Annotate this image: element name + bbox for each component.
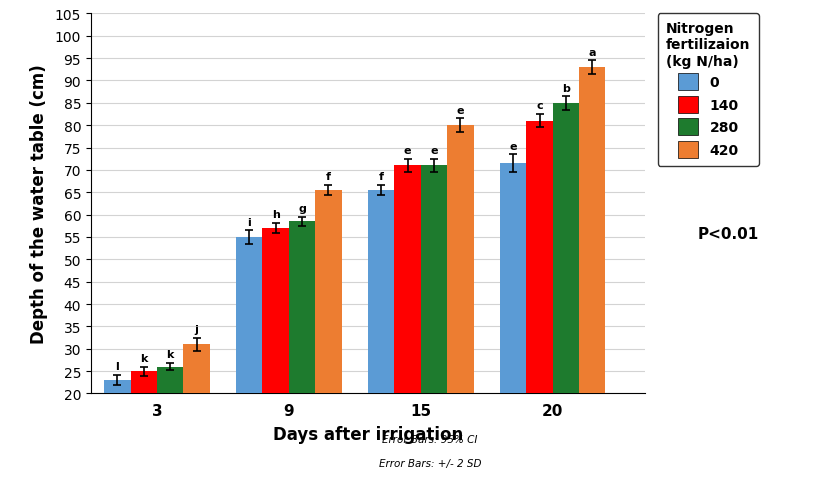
Text: Error Bars: +/- 2 SD: Error Bars: +/- 2 SD — [379, 457, 481, 468]
Bar — [447, 126, 474, 394]
Y-axis label: Depth of the water table (cm): Depth of the water table (cm) — [30, 64, 48, 344]
Text: f: f — [379, 172, 384, 182]
Text: e: e — [457, 106, 464, 116]
Bar — [157, 367, 184, 394]
Text: k: k — [140, 353, 147, 363]
Text: l: l — [116, 361, 119, 372]
Text: a: a — [589, 48, 596, 58]
Text: f: f — [326, 172, 331, 182]
Bar — [184, 345, 210, 394]
Text: b: b — [562, 84, 570, 94]
Bar — [289, 222, 315, 394]
Bar — [394, 166, 421, 394]
Legend: 0, 140, 280, 420: 0, 140, 280, 420 — [657, 14, 758, 167]
Text: e: e — [509, 142, 517, 151]
Text: e: e — [430, 146, 437, 156]
Bar — [579, 68, 605, 394]
Bar — [104, 380, 131, 394]
Bar — [131, 372, 157, 394]
Text: Error Bars: 95% CI: Error Bars: 95% CI — [382, 433, 478, 444]
Text: e: e — [404, 146, 411, 156]
Text: j: j — [194, 324, 198, 334]
Bar — [421, 166, 447, 394]
Bar — [236, 238, 262, 394]
Text: P<0.01: P<0.01 — [697, 227, 759, 242]
Bar — [500, 164, 526, 394]
Bar — [526, 121, 552, 394]
Bar — [368, 191, 394, 394]
Bar — [315, 191, 342, 394]
Text: h: h — [272, 210, 280, 220]
Text: k: k — [166, 350, 174, 360]
Bar — [552, 104, 579, 394]
X-axis label: Days after irrigation: Days after irrigation — [273, 425, 463, 443]
Bar — [262, 228, 289, 394]
Text: g: g — [298, 204, 306, 214]
Text: c: c — [536, 101, 543, 111]
Text: i: i — [247, 217, 251, 227]
